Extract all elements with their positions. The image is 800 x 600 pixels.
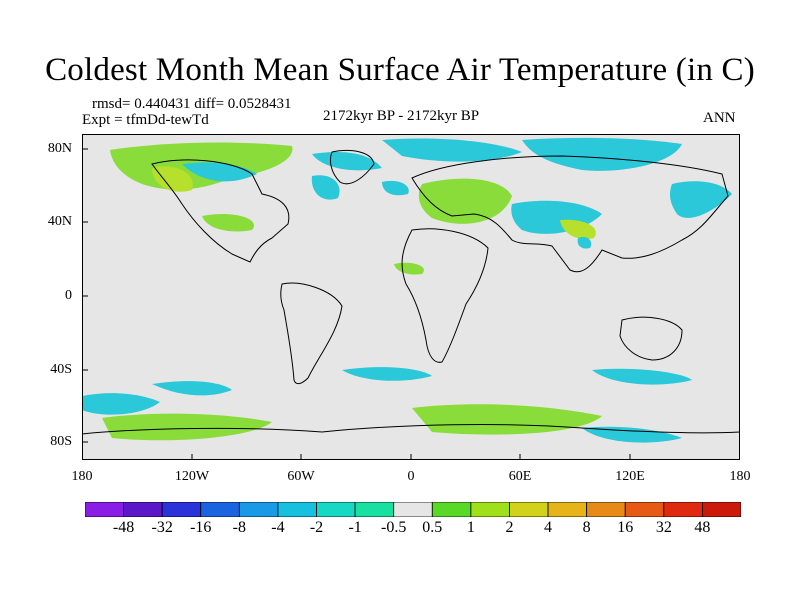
coast-australia — [619, 316, 683, 361]
colorbar-label: -8 — [232, 519, 247, 536]
coast-eurasia — [411, 155, 729, 273]
warm-patch-alaska — [152, 166, 193, 192]
colorbar-label: -0.5 — [381, 519, 407, 536]
cool-patch-east-asia — [669, 181, 732, 218]
colorbar-swatch — [123, 502, 163, 517]
cool-patch-atlantic — [311, 175, 340, 200]
colorbar-label: 0.5 — [422, 519, 443, 536]
colorbar-label: -4 — [271, 519, 285, 536]
warm-patch-antarctica-2 — [412, 404, 602, 435]
colorbar-label: 4 — [544, 519, 553, 536]
cool-patch-siberia — [522, 137, 682, 171]
colorbar-swatch — [702, 502, 741, 517]
season-label: ANN — [703, 110, 736, 126]
cool-patch-south-asia — [577, 236, 592, 249]
cool-patch-pacific-south — [82, 393, 160, 415]
warm-patch-antarctica-1 — [102, 413, 272, 441]
tick-marks — [82, 148, 631, 460]
warm-patch-europe — [418, 178, 512, 224]
colorbar-swatch — [509, 502, 549, 517]
stats-label: rmsd= 0.440431 diff= 0.0528431 — [92, 96, 292, 112]
x-tick-label: 0 — [407, 469, 415, 484]
warm-patch-central-asia — [560, 219, 596, 240]
cool-patch-arctic-1 — [312, 151, 382, 171]
coast-south-america — [280, 282, 343, 385]
cool-patch-southern-ocean-1 — [152, 381, 232, 396]
y-tick-label: 0 — [65, 288, 72, 303]
warm-patch-north-africa — [394, 262, 424, 275]
colorbar-swatch — [586, 502, 626, 517]
period-label: 2172kyr BP - 2172kyr BP — [323, 108, 480, 124]
colorbar-label: -32 — [151, 519, 173, 536]
y-tick-label: 40N — [47, 214, 72, 229]
colorbar-swatch — [277, 502, 317, 517]
colorbar-label: -16 — [190, 519, 212, 536]
colorbar-swatch — [161, 502, 202, 517]
colorbar-label: -2 — [309, 519, 324, 536]
colorbar-swatch — [393, 502, 433, 517]
x-tick-label: 180 — [729, 469, 751, 484]
coastlines — [82, 150, 740, 435]
colorbar-swatch — [663, 502, 703, 517]
colorbar-swatch — [85, 502, 124, 517]
cool-patch-southern-ocean-2 — [342, 367, 432, 381]
colorbar-swatch — [354, 502, 395, 517]
colorbar-label: -48 — [112, 519, 135, 536]
cool-patch-arctic-2 — [382, 138, 522, 162]
y-tick-label: 80S — [50, 434, 72, 449]
colorbar-swatch — [470, 502, 510, 517]
coast-greenland — [329, 150, 375, 185]
colorbar-swatch — [200, 502, 240, 517]
colorbar-label: 32 — [655, 519, 672, 536]
colorbar-label: 1 — [466, 519, 475, 536]
colorbar — [85, 502, 741, 517]
coast-africa — [401, 228, 489, 363]
colorbar-label: 16 — [617, 519, 634, 536]
colorbar-label: 8 — [582, 519, 591, 536]
coast-north-america — [151, 159, 290, 263]
x-tick-label: 120W — [174, 469, 210, 484]
warm-patch-pacific-north — [202, 213, 254, 232]
x-tick-label: 60E — [508, 469, 532, 484]
x-tick-label: 180 — [71, 469, 93, 484]
y-tick-label: 40S — [50, 362, 72, 377]
colorbar-label: 2 — [505, 519, 514, 536]
colorbar-swatch — [238, 502, 279, 517]
colorbar-swatch — [547, 502, 588, 517]
cool-patch-antarctica — [582, 426, 682, 443]
cool-patch-europe-north — [382, 180, 409, 196]
coast-antarctica — [82, 424, 740, 435]
colorbar-swatch — [316, 502, 356, 517]
colorbar-label: 48 — [694, 519, 711, 536]
experiment-label: Expt = tfmDd-tewTd — [82, 112, 209, 128]
x-tick-label: 120E — [615, 469, 645, 484]
map-panel — [82, 134, 740, 460]
colorbar-label: -1 — [348, 519, 362, 536]
cool-patch-southern-ocean-3 — [592, 368, 692, 385]
x-tick-label: 60W — [287, 469, 315, 484]
colorbar-swatch — [431, 502, 472, 517]
y-tick-label: 80N — [47, 141, 72, 156]
map-title: Coldest Month Mean Surface Air Temperatu… — [45, 52, 755, 88]
colorbar-swatch — [624, 502, 665, 517]
